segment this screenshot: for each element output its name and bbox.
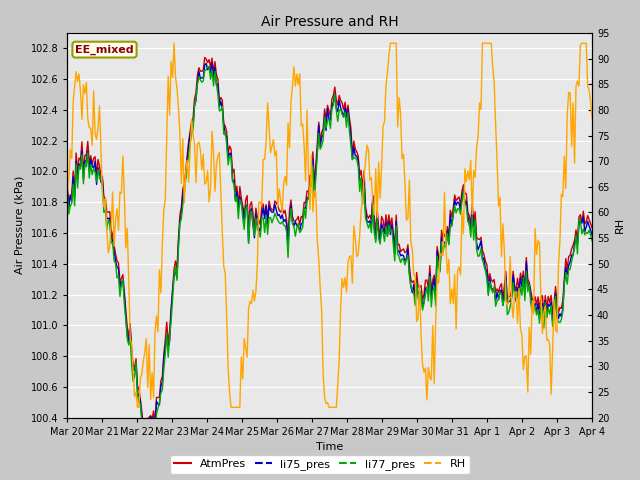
X-axis label: Time: Time — [316, 442, 343, 452]
Text: EE_mixed: EE_mixed — [76, 45, 134, 55]
Title: Air Pressure and RH: Air Pressure and RH — [261, 15, 399, 29]
Legend: AtmPres, li75_pres, li77_pres, RH: AtmPres, li75_pres, li77_pres, RH — [170, 455, 470, 474]
Y-axis label: RH: RH — [615, 217, 625, 233]
Y-axis label: Air Pressure (kPa): Air Pressure (kPa) — [15, 176, 25, 275]
